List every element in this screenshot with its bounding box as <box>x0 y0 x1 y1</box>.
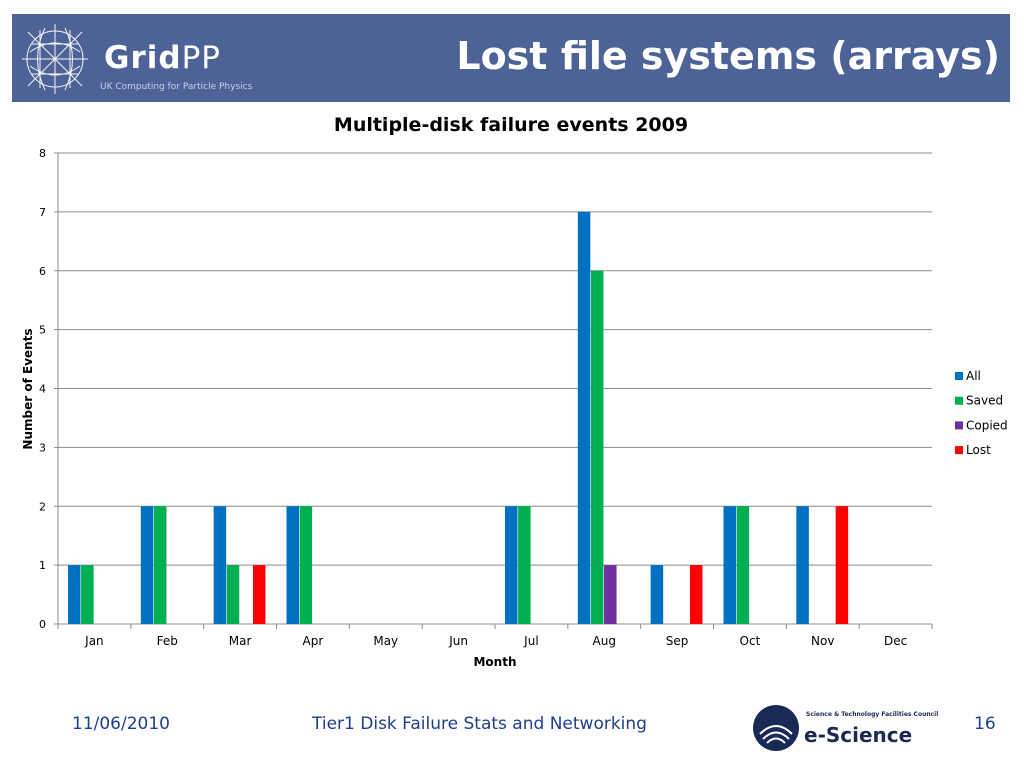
y-tick-label: 3 <box>39 441 46 454</box>
x-tick-label: Mar <box>229 634 252 648</box>
x-tick-label: May <box>373 634 398 648</box>
y-axis-label: Number of Events <box>21 328 35 449</box>
gridpp-tagline: UK Computing for Particle Physics <box>100 82 253 92</box>
y-tick-label: 6 <box>39 265 46 278</box>
bar-all-apr <box>286 506 299 624</box>
x-axis-label: Month <box>473 655 516 669</box>
chart-legend: All Saved Copied Lost <box>955 369 1008 457</box>
bar-all-sep <box>650 565 664 624</box>
bar-all-aug <box>577 211 591 624</box>
escience-name: e-Science <box>804 723 913 747</box>
y-tick-label: 5 <box>39 324 46 337</box>
bar-saved-jul <box>518 506 531 624</box>
bars <box>68 211 849 624</box>
grid-globe-icon <box>22 24 88 94</box>
gridpp-wordmark: GridPP <box>104 40 221 76</box>
bar-saved-oct <box>736 506 750 624</box>
bar-all-jul <box>505 506 518 624</box>
bar-lost-sep <box>689 565 703 624</box>
x-tick-label: Jul <box>523 634 538 648</box>
gridpp-logo: GridPP UK Computing for Particle Physics <box>20 22 280 96</box>
stfc-name: Science & Technology Facilities Council <box>806 711 939 718</box>
gridlines <box>54 152 933 629</box>
x-tick-label: Nov <box>811 634 834 648</box>
bar-saved-feb <box>153 506 167 624</box>
slide-header: GridPP UK Computing for Particle Physics… <box>12 14 1010 102</box>
x-tick-label: Dec <box>884 634 907 648</box>
legend-label-saved: Saved <box>966 394 1003 408</box>
y-tick-label: 8 <box>39 147 46 160</box>
legend-swatch-saved <box>955 396 963 405</box>
legend-swatch-lost <box>955 446 963 455</box>
stfc-emblem-icon <box>753 705 799 751</box>
legend-swatch-all <box>955 372 963 380</box>
y-tick-labels: 0 1 2 3 4 5 6 7 8 <box>39 147 46 631</box>
bar-saved-apr <box>299 506 313 624</box>
bar-copied-aug <box>604 565 617 624</box>
x-tick-label: Jun <box>448 634 468 648</box>
y-tick-label: 0 <box>39 618 46 631</box>
x-tick-label: Oct <box>740 634 761 648</box>
x-tick-label: Aug <box>593 634 616 648</box>
x-tick-label: Sep <box>666 634 689 648</box>
x-tick-label: Jan <box>84 634 104 648</box>
bar-lost-nov <box>835 506 849 624</box>
bar-lost-mar <box>252 565 266 624</box>
footer-text: Tier1 Disk Failure Stats and Networking <box>312 714 647 734</box>
x-tick-labels: Jan Feb Mar Apr May Jun Jul Aug Sep Oct Nov Dec <box>84 634 907 648</box>
stfc-escience-logo: Science & Technology Facilities Council … <box>752 704 952 754</box>
footer-date: 11/06/2010 <box>72 714 170 734</box>
y-tick-label: 4 <box>39 383 46 396</box>
bar-all-nov <box>796 506 809 624</box>
page-number: 16 <box>974 714 996 734</box>
y-tick-label: 1 <box>39 559 46 572</box>
bar-chart: Multiple-disk failure events 2009 0 1 2 3 4 5… <box>21 114 1008 669</box>
y-tick-label: 7 <box>39 206 46 219</box>
bar-all-jan <box>68 565 81 624</box>
bar-all-oct <box>723 506 736 624</box>
chart-title: Multiple-disk failure events 2009 <box>334 114 688 136</box>
legend-label-lost: Lost <box>966 443 991 457</box>
y-tick-label: 2 <box>39 500 46 513</box>
bar-saved-jan <box>81 565 94 624</box>
x-tick-label: Feb <box>157 634 178 648</box>
legend-label-all: All <box>966 369 981 383</box>
slide-title: Lost file systems (arrays) <box>456 34 1000 78</box>
legend-label-copied: Copied <box>966 418 1008 432</box>
bar-all-mar <box>213 506 227 624</box>
bar-saved-aug <box>590 270 604 624</box>
bar-all-feb <box>140 506 154 624</box>
bar-saved-mar <box>226 565 240 624</box>
x-tick-label: Apr <box>303 634 324 648</box>
legend-swatch-copied <box>955 421 963 430</box>
